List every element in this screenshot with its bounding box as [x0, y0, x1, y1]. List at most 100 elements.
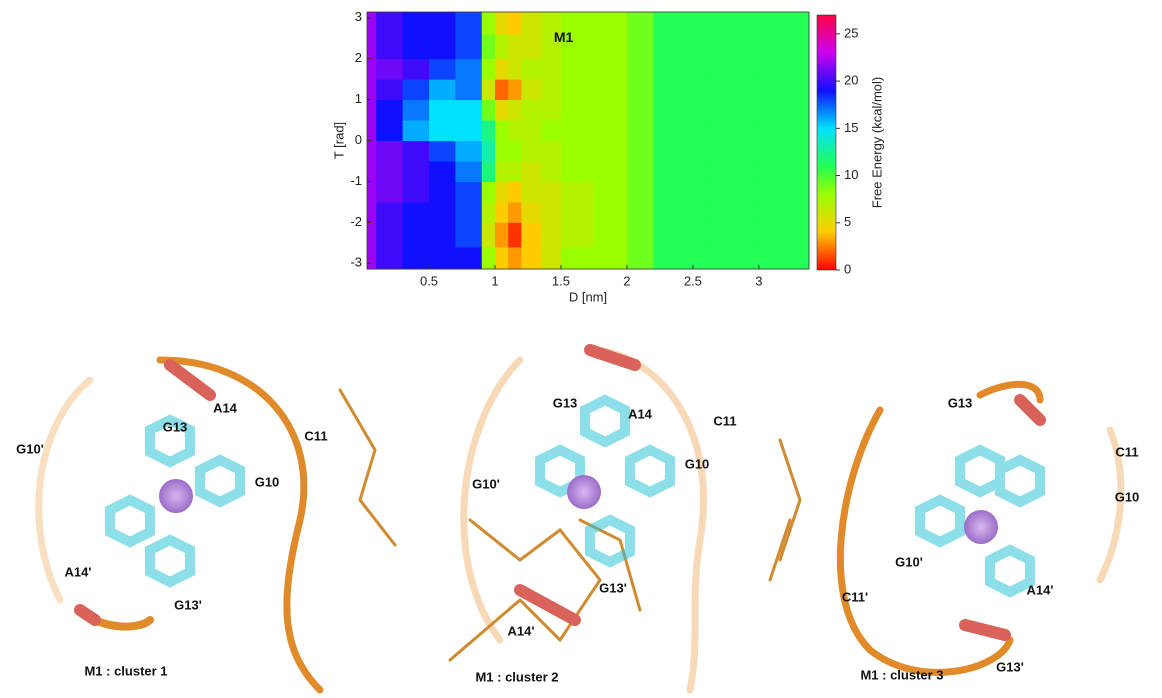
figure: 0.511.522.53-3-2-10123D [nm]T [rad]M1051… [0, 0, 1162, 698]
heat-cell [403, 222, 430, 247]
heat-cell [627, 222, 654, 247]
heat-cell [594, 222, 627, 247]
heat-cell [627, 202, 654, 223]
heat-cell [429, 34, 456, 59]
residue-label: G13 [553, 395, 578, 410]
heat-cell [541, 161, 561, 182]
colorbar-label: Free Energy (kcal/mol) [869, 77, 884, 208]
heat-cell [508, 181, 522, 202]
heat-cell [653, 34, 706, 59]
heat-cell [495, 120, 509, 141]
heat-cell [541, 222, 561, 247]
heat-cell [521, 202, 541, 223]
heat-cell [367, 59, 377, 80]
heat-cell [495, 100, 509, 121]
residue-label: G10 [255, 474, 280, 489]
heat-cell [541, 100, 561, 121]
heat-cell [482, 181, 496, 202]
heat-cell [521, 59, 541, 80]
heat-cell [706, 181, 759, 202]
residue-label: C11 [1115, 444, 1138, 459]
heat-cell [653, 12, 706, 35]
heat-cell [541, 79, 561, 100]
panel-caption: M1 : cluster 3 [860, 667, 943, 682]
heat-cell [594, 100, 627, 121]
heat-cell [455, 59, 482, 80]
heat-cell [561, 247, 594, 270]
heat-cell [403, 12, 430, 35]
heat-cell [429, 222, 456, 247]
heat-cell [482, 59, 496, 80]
heat-cell [367, 79, 377, 100]
heat-cell [561, 202, 594, 223]
heat-cell [482, 247, 496, 270]
heat-cell [403, 100, 430, 121]
heat-cell [653, 202, 706, 223]
panel-caption: M1 : cluster 2 [475, 669, 558, 684]
heat-cell [482, 222, 496, 247]
heat-cell [367, 12, 377, 35]
heat-cell [561, 79, 594, 100]
heat-cell [403, 120, 430, 141]
heat-cell [627, 120, 654, 141]
heat-cell [482, 34, 496, 59]
heat-cell [759, 202, 810, 223]
heat-cell [367, 141, 377, 162]
heat-cell [653, 141, 706, 162]
residue-label: C11 [713, 413, 736, 428]
residue-label: A14' [508, 623, 535, 638]
heat-cell [455, 79, 482, 100]
heat-cell [495, 79, 509, 100]
heat-cell [367, 247, 377, 270]
heat-cell [429, 100, 456, 121]
heat-cell [541, 247, 561, 270]
panel-caption: M1 : cluster 1 [84, 663, 167, 678]
heat-cell [521, 181, 541, 202]
x-tick-label: 1.5 [552, 273, 570, 288]
heat-cell [759, 100, 810, 121]
heat-cell [495, 59, 509, 80]
residue-label: G13' [599, 580, 627, 595]
heat-cell [759, 141, 810, 162]
colorbar-tick-label: 0 [844, 261, 851, 276]
heat-cell [429, 12, 456, 35]
heat-cell [521, 120, 541, 141]
heat-cell [706, 141, 759, 162]
heat-cell [627, 247, 654, 270]
heat-cell [594, 247, 627, 270]
heat-cell [653, 79, 706, 100]
heat-cell [561, 181, 594, 202]
residue-label: A14' [1027, 582, 1054, 597]
heat-cell [403, 161, 430, 182]
heat-cell [403, 79, 430, 100]
heat-cell [367, 34, 377, 59]
heat-cell [541, 120, 561, 141]
heat-cell [429, 141, 456, 162]
heat-cell [495, 141, 509, 162]
heat-cell [367, 222, 377, 247]
heat-cell [706, 79, 759, 100]
colorbar [817, 15, 836, 270]
residue-label: G13 [948, 395, 973, 410]
heat-cell [759, 247, 810, 270]
heat-cell [594, 181, 627, 202]
heat-cell [367, 120, 377, 141]
heat-cell [706, 100, 759, 121]
heat-cell [367, 181, 377, 202]
residue-label: C11' [842, 589, 868, 604]
heat-cell [429, 79, 456, 100]
heat-cell [508, 12, 522, 35]
residue-label: G10' [472, 476, 500, 491]
heat-cell [376, 12, 403, 35]
heat-cell [706, 222, 759, 247]
heat-cell [367, 161, 377, 182]
heat-cell [376, 247, 403, 270]
heat-cell [367, 100, 377, 121]
heat-cell [594, 202, 627, 223]
heat-cell [541, 59, 561, 80]
heat-cell [561, 222, 594, 247]
heat-cell [653, 247, 706, 270]
heat-cell [706, 247, 759, 270]
heat-cell [508, 222, 522, 247]
y-tick-label: -2 [350, 214, 362, 229]
